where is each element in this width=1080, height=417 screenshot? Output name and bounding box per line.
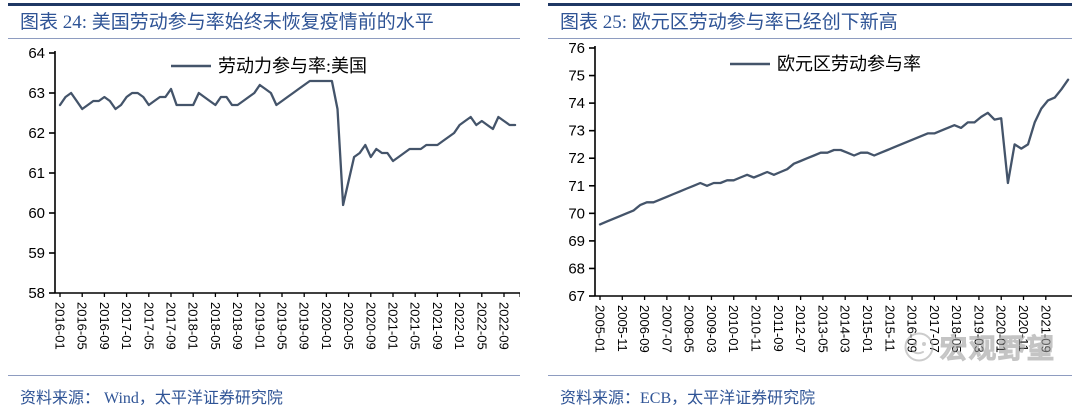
svg-text:2017-05: 2017-05 (141, 302, 156, 350)
figure-title-eurozone: 图表 25: 欧元区劳动参与率已经创下新高 (548, 3, 1072, 39)
svg-text:58: 58 (28, 285, 45, 302)
svg-text:2019-09: 2019-09 (297, 302, 312, 350)
svg-text:2021-05: 2021-05 (408, 302, 423, 350)
svg-text:2018-09: 2018-09 (230, 302, 245, 350)
svg-text:2016-09: 2016-09 (97, 302, 112, 350)
svg-text:2020-01: 2020-01 (994, 305, 1009, 353)
svg-text:61: 61 (28, 165, 45, 182)
figure-source-us: 资料来源： Wind，太平洋证券研究院 (8, 375, 520, 408)
svg-text:63: 63 (28, 85, 45, 102)
svg-text:2015-11: 2015-11 (882, 305, 897, 352)
figure-title-us: 图表 24: 美国劳动参与率始终未恢复疫情前的水平 (8, 3, 520, 39)
svg-text:70: 70 (568, 205, 585, 222)
svg-text:2016-09: 2016-09 (905, 305, 920, 353)
us-labor-participation-chart: 58 59 60 61 62 63 64 2016-01 2016-05 2016-09 2017-… (28, 45, 520, 350)
svg-text:2014-03: 2014-03 (838, 305, 853, 353)
svg-text:2020-01: 2020-01 (319, 302, 334, 350)
svg-text:72: 72 (568, 150, 585, 167)
svg-text:2015-01: 2015-01 (860, 305, 875, 353)
svg-text:2005-11: 2005-11 (615, 305, 630, 352)
svg-text:2010-01: 2010-01 (726, 305, 741, 353)
svg-text:60: 60 (28, 205, 45, 222)
svg-text:2011-09: 2011-09 (771, 305, 786, 352)
svg-text:2016-05: 2016-05 (75, 302, 90, 350)
svg-text:2020-09: 2020-09 (363, 302, 378, 350)
svg-text:62: 62 (28, 125, 45, 142)
svg-text:2018-05: 2018-05 (208, 302, 223, 350)
svg-text:2006-09: 2006-09 (637, 305, 652, 353)
svg-text:2022-05: 2022-05 (474, 302, 489, 350)
svg-text:2022-01: 2022-01 (452, 302, 467, 350)
svg-text:2019-01: 2019-01 (252, 302, 267, 350)
svg-text:2020-11: 2020-11 (1016, 305, 1031, 352)
svg-text:2017-07: 2017-07 (927, 305, 942, 353)
svg-text:2013-05: 2013-05 (815, 305, 830, 353)
svg-text:2012-07: 2012-07 (793, 305, 808, 353)
figure-panel-eurozone: 图表 25: 欧元区劳动参与率已经创下新高 67 68 69 70 71 72 73 74 75… (548, 3, 1072, 408)
svg-text:71: 71 (568, 178, 585, 195)
svg-text:2021-09: 2021-09 (430, 302, 445, 350)
svg-text:73: 73 (568, 123, 585, 140)
svg-text:75: 75 (568, 68, 585, 85)
svg-text:2019-05: 2019-05 (275, 302, 290, 350)
figure-source-eurozone: 资料来源：ECB，太平洋证券研究院 (548, 375, 1072, 408)
figure-panel-us: 图表 24: 美国劳动参与率始终未恢复疫情前的水平 58 59 60 61 62 63 64… (8, 3, 520, 408)
eurozone-labor-participation-chart: 67 68 69 70 71 72 73 74 75 76 2005-01 2005-11 2006-0… (568, 40, 1072, 353)
svg-text:2017-09: 2017-09 (164, 302, 179, 350)
svg-text:2022-09: 2022-09 (497, 302, 512, 350)
svg-text:2021-09: 2021-09 (1038, 305, 1053, 353)
svg-text:2007-07: 2007-07 (659, 305, 674, 353)
svg-text:劳动力参与率:美国: 劳动力参与率:美国 (218, 56, 367, 76)
svg-text:2009-03: 2009-03 (704, 305, 719, 353)
svg-text:59: 59 (28, 245, 45, 262)
svg-text:欧元区劳动参与率: 欧元区劳动参与率 (777, 54, 921, 74)
svg-text:2017-01: 2017-01 (119, 302, 134, 350)
svg-text:2005-01: 2005-01 (593, 305, 608, 353)
svg-text:2019-03: 2019-03 (971, 305, 986, 353)
svg-text:64: 64 (28, 45, 45, 62)
svg-text:74: 74 (568, 95, 585, 112)
svg-text:69: 69 (568, 233, 585, 250)
svg-text:2021-01: 2021-01 (386, 302, 401, 350)
svg-text:68: 68 (568, 260, 585, 277)
svg-text:67: 67 (568, 288, 585, 305)
svg-text:76: 76 (568, 40, 585, 57)
svg-text:2008-05: 2008-05 (682, 305, 697, 353)
svg-text:2010-11: 2010-11 (749, 305, 764, 352)
svg-text:2018-05: 2018-05 (949, 305, 964, 353)
svg-text:2016-01: 2016-01 (53, 302, 68, 350)
svg-text:2020-05: 2020-05 (341, 302, 356, 350)
svg-text:2018-01: 2018-01 (186, 302, 201, 350)
